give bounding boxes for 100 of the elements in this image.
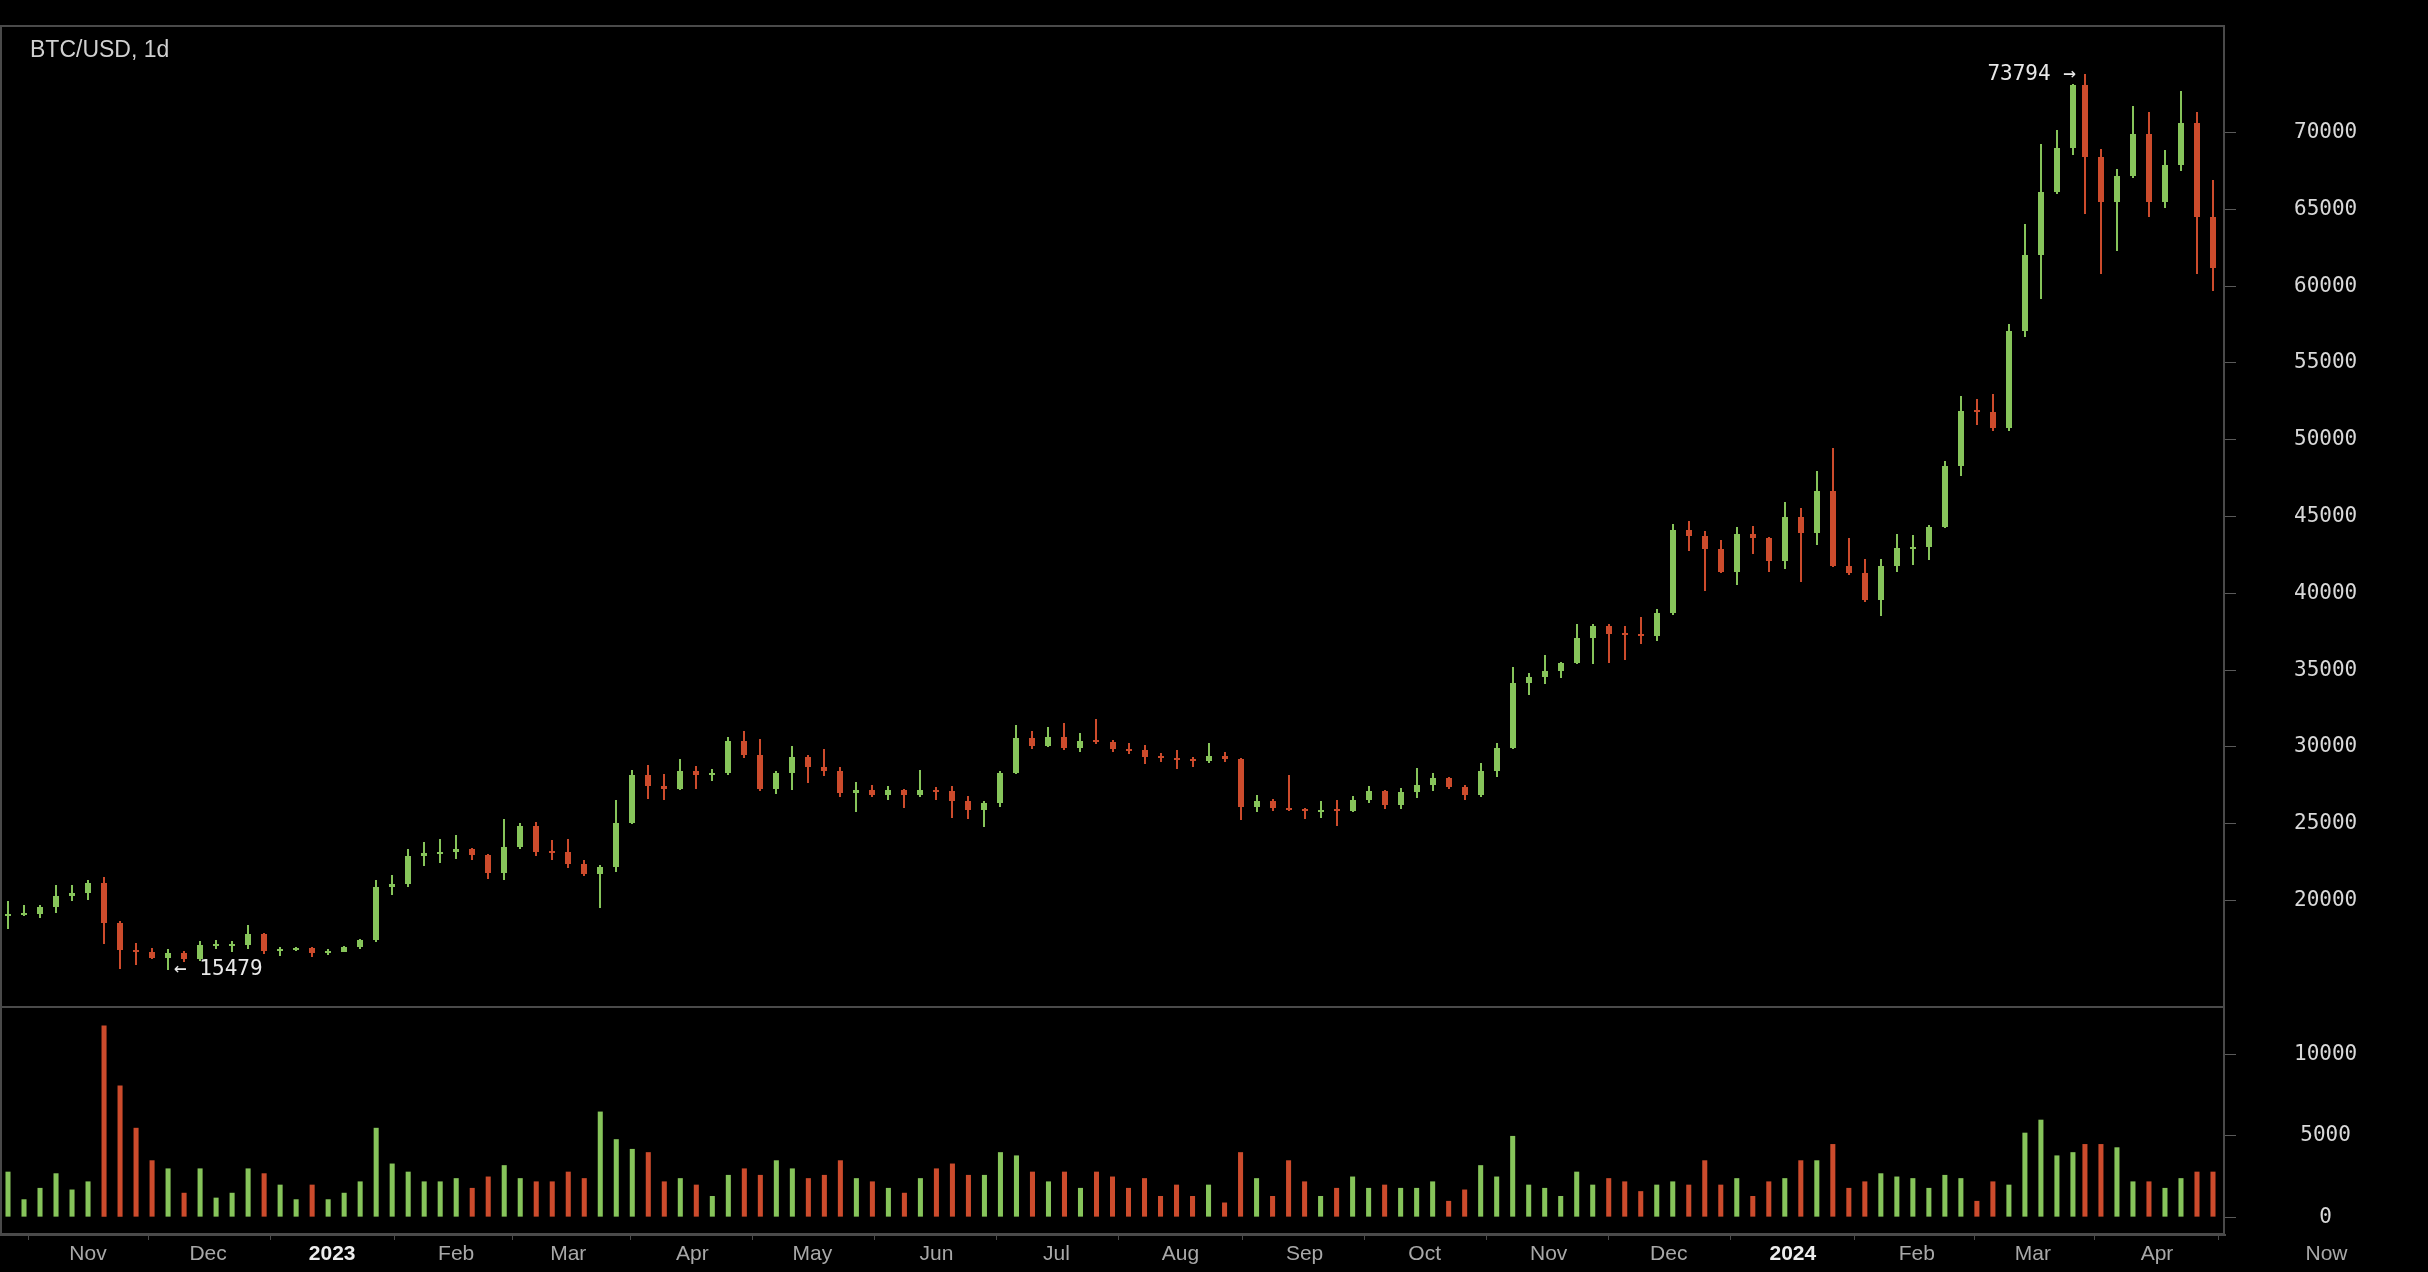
y-tick-label: 5000 [2300,1122,2351,1147]
x-tick-label: Apr [2140,1241,2174,1265]
candlestick [1750,526,1756,554]
bar [1622,1181,1628,1217]
bar [181,1192,187,1217]
bar [2006,1184,2012,1217]
bar [1077,1187,1084,1217]
candlestick [197,941,203,961]
candlestick [1686,521,1692,551]
bar [1190,1196,1196,1217]
candlestick [773,771,779,794]
x-tick-label: Nov [69,1241,108,1265]
bar [821,1174,827,1217]
bar [1494,1176,1500,1217]
bar [1846,1187,1852,1217]
y-tick-label: 25000 [2294,810,2358,835]
candlestick [2006,324,2012,431]
candlestick [2098,149,2104,274]
bar [869,1181,875,1217]
candlestick [1782,502,1788,569]
x-tick-label: Sep [1285,1241,1324,1265]
bar [597,1111,603,1217]
bar [741,1168,747,1217]
bar [1606,1178,1612,1217]
y-tick-label: 60000 [2294,272,2358,297]
y-tick-label: 0 [2319,1203,2332,1228]
candlestick [1510,667,1516,749]
bar [1286,1160,1292,1217]
bar [677,1178,683,1217]
x-tick-label: Mar [550,1241,587,1265]
candlestick [37,905,43,918]
bar [805,1178,811,1217]
bar [1174,1184,1180,1217]
candlestick [1942,461,1948,528]
candlestick [1430,773,1436,791]
x-tick-label: Nov [1530,1241,1568,1265]
bar [2114,1147,2120,1217]
x-tick-label: Mar [2014,1241,2051,1265]
candlestick [1974,399,1980,425]
candlestick [1334,800,1340,826]
bar [1366,1187,1372,1217]
bar [5,1171,11,1217]
bar [1990,1181,1996,1217]
bar [917,1178,923,1217]
candlestick [901,789,907,808]
bar [421,1181,427,1217]
candlestick [325,949,331,955]
x-tick-label: Oct [1408,1241,1442,1265]
candlestick [709,769,715,781]
bar [837,1160,843,1217]
y-tick-label: 40000 [2294,579,2358,604]
candlestick [757,739,763,791]
y-tick-label: 45000 [2294,502,2358,527]
bar [885,1187,891,1217]
candlestick [69,885,75,901]
annotation: ← 15479 [174,956,263,981]
bar [565,1171,571,1217]
bar [1430,1181,1436,1217]
bar [1558,1196,1564,1217]
candlestick [2082,74,2088,214]
candlestick [1574,624,1580,664]
y-tick-label: 70000 [2294,118,2358,143]
candlestick [1734,527,1740,585]
bar [2022,1132,2028,1217]
candlestick [1462,785,1468,800]
candlestick [213,940,219,949]
candlestick [2070,84,2076,155]
candlestick [501,819,507,880]
x-tick-label: Aug [1161,1241,1200,1265]
candlestick [677,759,683,790]
bar [1958,1178,1964,1217]
bar [901,1192,907,1217]
bar [1093,1171,1100,1217]
candlestick [549,840,555,860]
bar [69,1189,75,1217]
bar [709,1196,715,1217]
candlestick [597,865,603,908]
x-tick-label: 2023 [308,1241,356,1265]
candlestick [1494,743,1500,777]
candlestick [565,839,571,868]
bar [341,1192,347,1217]
candlestick [1093,719,1099,744]
candlestick [1670,524,1676,615]
candlestick [2146,112,2152,217]
candlestick [1077,733,1083,752]
bar [853,1178,859,1217]
bar [789,1168,795,1217]
candlestick [933,787,939,800]
candlestick [965,796,971,819]
text: Now [2305,1241,2349,1265]
candlestick [533,822,539,856]
bar [1526,1184,1532,1217]
candlestick [1654,609,1660,641]
candlestick [1366,786,1372,803]
bar [581,1178,587,1217]
bar [213,1197,219,1217]
bar [613,1139,619,1217]
x-tick-label: Dec [189,1241,227,1265]
bar [245,1168,251,1217]
candlestick [1238,758,1244,820]
